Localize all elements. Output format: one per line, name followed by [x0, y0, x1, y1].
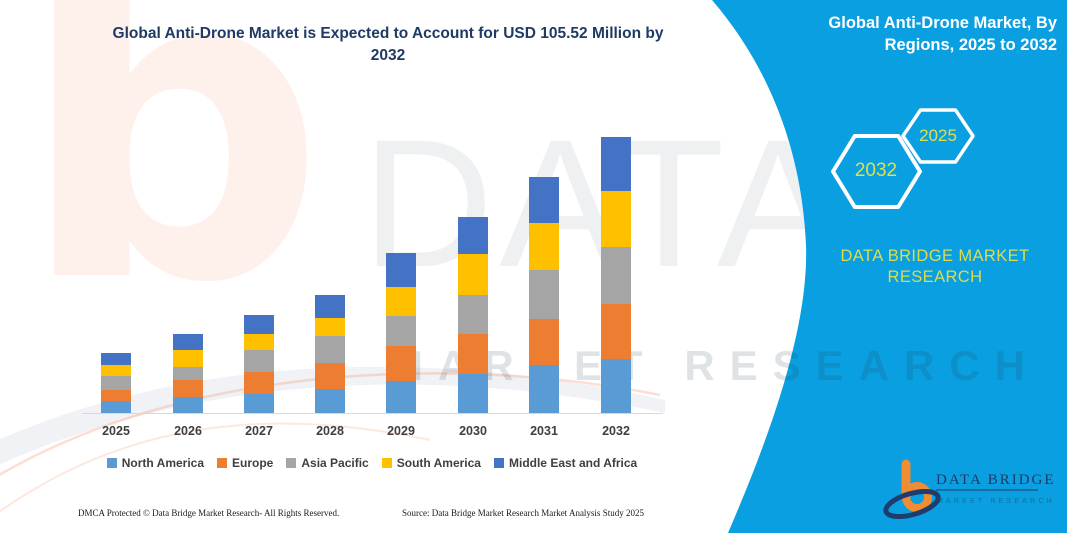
- x-axis-line: [82, 413, 663, 414]
- bar-segment-2026-asia-pacific: [173, 367, 203, 381]
- hexagon-label-2032: 2032: [854, 160, 898, 181]
- hexagon-label-2025: 2025: [919, 126, 957, 145]
- bar-segment-2027-middle-east-and-africa: [244, 315, 274, 334]
- bar-segment-2031-asia-pacific: [529, 269, 559, 319]
- bar-segment-2028-middle-east-and-africa: [315, 294, 345, 318]
- bar-segment-2026-north-america: [173, 397, 203, 413]
- side-panel-shape: [712, 0, 1067, 533]
- x-axis-label-2027: 2027: [245, 424, 273, 438]
- bar-segment-2025-north-america: [101, 401, 131, 413]
- bar-2028: [315, 294, 345, 413]
- bar-2031: [529, 176, 559, 413]
- bar-segment-2029-asia-pacific: [386, 315, 416, 346]
- bar-segment-2030-north-america: [458, 374, 488, 413]
- bar-segment-2026-south-america: [173, 349, 203, 368]
- legend-item-europe: Europe: [217, 456, 273, 470]
- x-axis-label-2028: 2028: [316, 424, 344, 438]
- legend-item-middle-east-and-africa: Middle East and Africa: [493, 456, 638, 470]
- brand-text-line1: DATA BRIDGE MARKET: [840, 247, 1030, 265]
- side-panel-title-line2: Regions, 2025 to 2032: [884, 35, 1057, 54]
- legend-swatch-icon: [493, 458, 504, 468]
- x-axis-label-2029: 2029: [387, 424, 415, 438]
- bar-segment-2027-south-america: [244, 333, 274, 351]
- side-panel-title: Global Anti-Drone Market, By Regions, 20…: [797, 13, 1057, 56]
- watermark-brand-letter: b: [18, 0, 326, 377]
- legend-label: North America: [121, 456, 205, 470]
- logo-subtitle-text: MARKET RESEARCH: [937, 498, 1055, 505]
- legend-item-south-america: South America: [381, 456, 481, 470]
- bar-segment-2027-north-america: [244, 393, 274, 413]
- x-axis-label-2032: 2032: [602, 424, 630, 438]
- bar-segment-2031-europe: [529, 318, 559, 366]
- bar-segment-2029-europe: [386, 345, 416, 382]
- bar-segment-2032-south-america: [601, 191, 631, 248]
- legend-item-asia-pacific: Asia Pacific: [286, 456, 369, 470]
- side-panel-title-line1: Global Anti-Drone Market, By: [828, 14, 1057, 32]
- bar-segment-2025-south-america: [101, 364, 131, 377]
- bar-segment-2026-europe: [173, 380, 203, 398]
- x-axis-label-2025: 2025: [102, 424, 130, 438]
- legend-swatch-icon: [217, 458, 228, 468]
- bar-segment-2029-south-america: [386, 286, 416, 316]
- bar-segment-2032-middle-east-and-africa: [601, 137, 631, 192]
- bar-segment-2025-europe: [101, 389, 131, 402]
- bar-segment-2028-south-america: [315, 317, 345, 337]
- bar-2026: [173, 334, 203, 413]
- bar-2025: [101, 353, 131, 413]
- bar-2032: [601, 137, 631, 413]
- watermark-text-market-research: MARKET RESEARCH: [388, 342, 1041, 389]
- legend-swatch-icon: [381, 458, 392, 468]
- side-panel-brand-text: DATA BRIDGE MARKET RESEARCH: [828, 246, 1042, 288]
- bar-segment-2030-asia-pacific: [458, 295, 488, 335]
- brand-text-line2: RESEARCH: [887, 268, 983, 286]
- bar-segment-2031-north-america: [529, 365, 559, 413]
- bar-segment-2032-north-america: [601, 359, 631, 413]
- bar-segment-2029-north-america: [386, 381, 416, 413]
- dmca-notice: DMCA Protected © Data Bridge Market Rese…: [78, 508, 340, 518]
- bar-segment-2025-middle-east-and-africa: [101, 353, 131, 365]
- bar-segment-2031-middle-east-and-africa: [529, 176, 559, 223]
- bar-segment-2026-middle-east-and-africa: [173, 334, 203, 350]
- bar-segment-2027-asia-pacific: [244, 350, 274, 373]
- bar-segment-2025-asia-pacific: [101, 376, 131, 390]
- bar-segment-2032-europe: [601, 304, 631, 360]
- legend-label: Europe: [232, 456, 274, 470]
- bar-2029: [386, 253, 416, 413]
- x-axis-label-2026: 2026: [174, 424, 202, 438]
- bar-segment-2030-south-america: [458, 253, 488, 296]
- bar-segment-2029-middle-east-and-africa: [386, 253, 416, 287]
- legend-swatch-icon: [286, 458, 297, 468]
- bar-2027: [244, 315, 274, 413]
- hexagon-2025-icon: [901, 108, 975, 164]
- logo-name-text: DATA BRIDGE: [936, 472, 1056, 488]
- page-title: Global Anti-Drone Market is Expected to …: [88, 23, 688, 67]
- x-axis-label-2030: 2030: [459, 424, 487, 438]
- bar-segment-2028-asia-pacific: [315, 336, 345, 363]
- legend-swatch-icon: [106, 458, 117, 468]
- legend-label: Middle East and Africa: [508, 456, 638, 470]
- x-axis-label-2031: 2031: [530, 424, 558, 438]
- bar-segment-2028-north-america: [315, 389, 345, 413]
- logo-swoosh-icon: [883, 488, 941, 520]
- bar-segment-2027-europe: [244, 372, 274, 394]
- bar-2030: [458, 216, 488, 413]
- data-bridge-logo: DATA BRIDGE MARKET RESEARCH: [883, 459, 1056, 520]
- legend-item-north-america: North America: [106, 456, 205, 470]
- page-title-line2: 2032: [370, 47, 406, 64]
- legend-label: Asia Pacific: [301, 456, 369, 470]
- hexagon-2032-icon: [831, 134, 922, 209]
- legend-label: South America: [396, 456, 481, 470]
- chart-legend: North America Europe Asia Pacific South Ame…: [72, 456, 672, 470]
- page-title-line1: Global Anti-Drone Market is Expected to …: [112, 25, 664, 42]
- bar-segment-2031-south-america: [529, 222, 559, 270]
- bar-segment-2030-europe: [458, 334, 488, 375]
- source-note: Source: Data Bridge Market Research Mark…: [402, 508, 644, 518]
- bar-segment-2030-middle-east-and-africa: [458, 216, 488, 254]
- bar-segment-2028-europe: [315, 362, 345, 390]
- bar-segment-2032-asia-pacific: [601, 247, 631, 305]
